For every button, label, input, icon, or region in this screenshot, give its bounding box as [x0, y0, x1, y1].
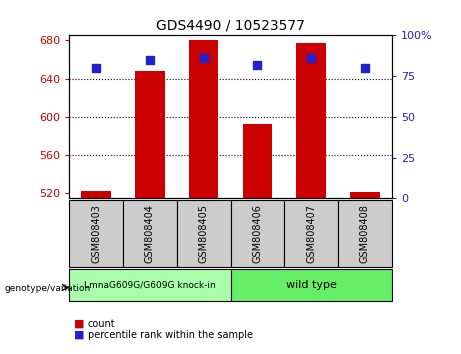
Bar: [230, 269, 392, 301]
Point: [92, 65, 100, 71]
Text: GSM808406: GSM808406: [252, 204, 262, 263]
Point: [146, 57, 154, 63]
Bar: [189, 40, 219, 198]
Text: ■: ■: [74, 330, 84, 339]
Point: [200, 55, 207, 61]
Text: ■: ■: [74, 319, 84, 329]
Bar: [296, 43, 326, 198]
Bar: [81, 190, 111, 198]
Point: [307, 55, 315, 61]
Bar: [135, 71, 165, 198]
Point: [361, 65, 369, 71]
Point: [254, 62, 261, 68]
Text: GSM808404: GSM808404: [145, 204, 155, 263]
Text: GSM808405: GSM808405: [199, 204, 209, 263]
Bar: [69, 269, 230, 301]
Bar: [69, 200, 123, 267]
Bar: [177, 200, 230, 267]
Bar: [350, 193, 380, 198]
Bar: [230, 200, 284, 267]
Bar: [338, 200, 392, 267]
Text: wild type: wild type: [286, 280, 337, 290]
Bar: [242, 125, 272, 198]
Bar: [284, 200, 338, 267]
Text: LmnaG609G/G609G knock-in: LmnaG609G/G609G knock-in: [84, 280, 216, 290]
Title: GDS4490 / 10523577: GDS4490 / 10523577: [156, 19, 305, 33]
Text: count: count: [88, 319, 115, 329]
Text: GSM808407: GSM808407: [306, 204, 316, 263]
Text: GSM808408: GSM808408: [360, 204, 370, 263]
Text: percentile rank within the sample: percentile rank within the sample: [88, 330, 253, 339]
Text: GSM808403: GSM808403: [91, 204, 101, 263]
Text: genotype/variation: genotype/variation: [5, 284, 91, 293]
Bar: [123, 200, 177, 267]
